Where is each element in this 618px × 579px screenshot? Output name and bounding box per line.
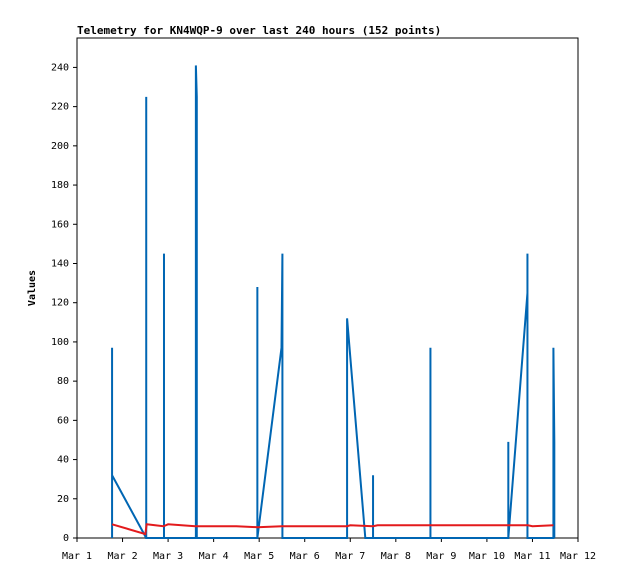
x-tick-label: Mar 6 — [290, 551, 320, 562]
y-tick-label: 200 — [51, 141, 69, 152]
y-tick-label: 180 — [51, 180, 69, 191]
y-axis-label: Values — [27, 270, 38, 306]
x-tick-label: Mar 8 — [381, 551, 411, 562]
x-tick-label: Mar 4 — [199, 551, 229, 562]
y-tick-label: 100 — [51, 337, 69, 348]
y-tick-label: 0 — [63, 533, 69, 544]
x-tick-label: Mar 1 — [62, 551, 92, 562]
y-tick-label: 120 — [51, 298, 69, 309]
y-tick-label: 20 — [57, 494, 69, 505]
x-tick-label: Mar 11 — [514, 551, 550, 562]
x-tick-label: Mar 2 — [107, 551, 137, 562]
x-tick-label: Mar 7 — [335, 551, 365, 562]
series-line — [111, 65, 556, 539]
x-tick-label: Mar 3 — [153, 551, 183, 562]
x-tick-label: Mar 9 — [426, 551, 456, 562]
chart-title: Telemetry for KN4WQP-9 over last 240 hou… — [77, 24, 441, 37]
y-tick-label: 40 — [57, 455, 69, 466]
x-tick-label: Mar 10 — [469, 551, 505, 562]
y-tick-label: 240 — [51, 62, 69, 73]
series-line — [111, 523, 554, 536]
y-tick-label: 60 — [57, 415, 69, 426]
y-tick-label: 140 — [51, 258, 69, 269]
x-tick-label: Mar 12 — [560, 551, 596, 562]
y-tick-label: 160 — [51, 219, 69, 230]
x-tick-label: Mar 5 — [244, 551, 274, 562]
y-tick-label: 220 — [51, 102, 69, 113]
y-tick-label: 80 — [57, 376, 69, 387]
